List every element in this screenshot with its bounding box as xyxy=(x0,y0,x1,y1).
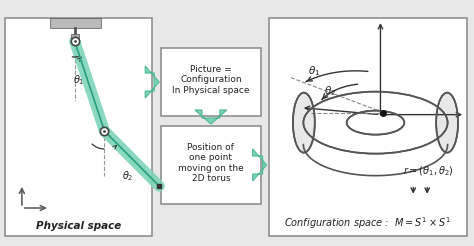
FancyBboxPatch shape xyxy=(161,48,261,116)
Polygon shape xyxy=(253,149,266,181)
Text: Picture =
Configuration
In Physical space: Picture = Configuration In Physical spac… xyxy=(172,65,250,95)
FancyBboxPatch shape xyxy=(5,18,152,236)
Text: Physical space: Physical space xyxy=(36,221,121,231)
FancyBboxPatch shape xyxy=(50,18,101,28)
Text: $\theta_2$: $\theta_2$ xyxy=(122,169,134,183)
Text: $\theta_1$: $\theta_1$ xyxy=(73,73,84,87)
Text: Configuration space :  $M = S^1 \times S^1$: Configuration space : $M = S^1 \times S^… xyxy=(284,215,451,231)
Text: $r = (\theta_1,\theta_2)$: $r = (\theta_1,\theta_2)$ xyxy=(403,165,454,178)
Ellipse shape xyxy=(293,93,315,153)
Text: $\theta_1$: $\theta_1$ xyxy=(308,65,320,78)
FancyBboxPatch shape xyxy=(161,126,261,204)
FancyBboxPatch shape xyxy=(71,34,79,40)
Text: $\theta_2$: $\theta_2$ xyxy=(324,85,336,98)
FancyBboxPatch shape xyxy=(269,18,466,236)
Polygon shape xyxy=(195,110,227,124)
Text: Position of
one point
moving on the
2D torus: Position of one point moving on the 2D t… xyxy=(178,143,244,183)
Ellipse shape xyxy=(436,93,458,153)
Polygon shape xyxy=(145,66,159,98)
